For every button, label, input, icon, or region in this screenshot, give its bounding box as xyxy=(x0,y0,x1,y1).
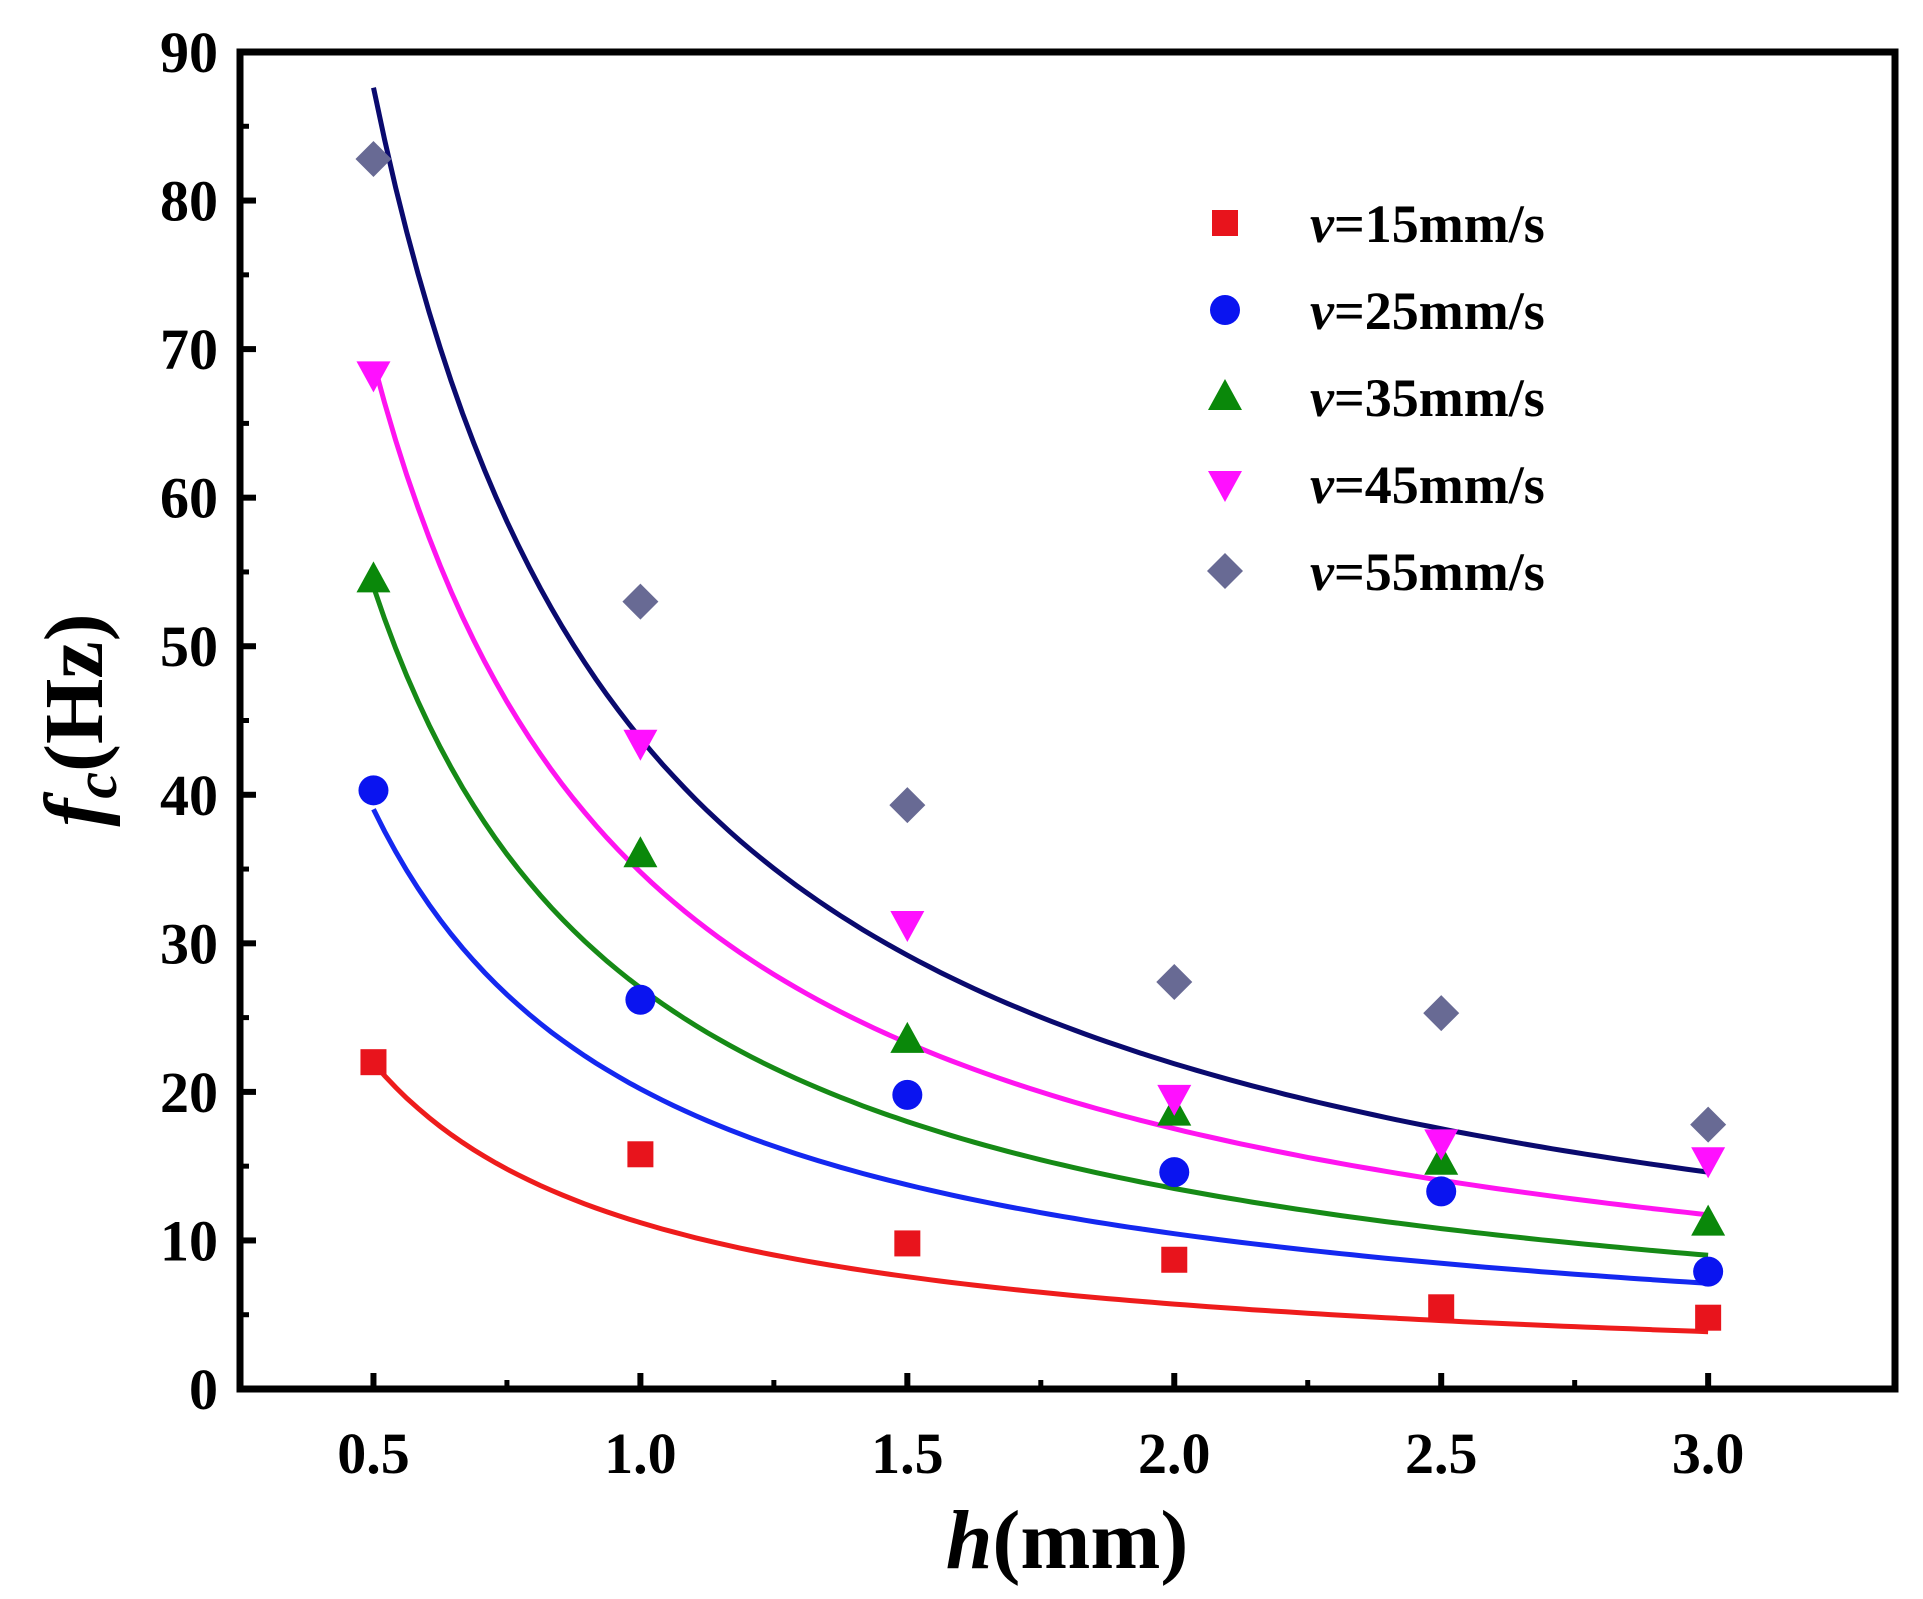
data-point-35 xyxy=(890,1021,925,1053)
y-tick-labels: 0 10 20 30 40 50 60 70 80 90 xyxy=(160,20,218,1422)
legend-var: v xyxy=(1310,368,1335,428)
legend-label: v=55mm/s xyxy=(1310,542,1545,602)
fit-curve-25 xyxy=(371,808,1709,1286)
x-tick-label: 0.5 xyxy=(337,1421,410,1486)
data-point-35 xyxy=(623,836,658,868)
legend-marker xyxy=(1207,553,1243,589)
legend-marker xyxy=(1208,471,1242,502)
data-points xyxy=(355,140,1727,1331)
data-point-15 xyxy=(627,1141,654,1168)
fit-curve-45 xyxy=(371,361,1709,1218)
fit-curve-55 xyxy=(371,87,1709,1175)
data-point-45 xyxy=(1691,1147,1726,1179)
y-tick-label: 50 xyxy=(160,614,218,679)
x-tick-labels: 0.5 1.0 1.5 2.0 2.5 3.0 xyxy=(337,1421,1744,1486)
data-point-55 xyxy=(622,583,659,620)
data-point-45 xyxy=(1424,1129,1459,1161)
legend-marker xyxy=(1208,379,1242,410)
y-axis-unit: (Hz) xyxy=(28,613,121,772)
y-tick-label: 70 xyxy=(160,317,218,382)
y-axis-subscript: c xyxy=(63,772,129,799)
data-point-55 xyxy=(889,787,926,824)
x-tick-label: 1.5 xyxy=(871,1421,944,1486)
data-point-35 xyxy=(1691,1204,1726,1236)
y-tick-label: 10 xyxy=(160,1208,218,1273)
legend-label: v=45mm/s xyxy=(1310,455,1545,515)
legend-label: v=25mm/s xyxy=(1310,281,1545,341)
legend-var: v xyxy=(1310,194,1335,254)
data-point-55 xyxy=(1690,1106,1727,1143)
legend-var: v xyxy=(1310,542,1335,602)
x-axis-var: h xyxy=(946,1494,993,1587)
x-tick-label: 2.0 xyxy=(1138,1421,1211,1486)
legend: v=15mm/sv=25mm/sv=35mm/sv=45mm/sv=55mm/s xyxy=(1207,194,1545,602)
y-tick-label: 90 xyxy=(160,20,218,85)
legend-marker xyxy=(1210,295,1240,325)
y-tick-label: 60 xyxy=(160,466,218,531)
x-tick-label: 3.0 xyxy=(1672,1421,1745,1486)
data-point-55 xyxy=(355,140,392,177)
x-tick-label: 2.5 xyxy=(1405,1421,1478,1486)
data-point-15 xyxy=(894,1230,921,1257)
fit-curves xyxy=(371,87,1709,1335)
y-tick-label: 30 xyxy=(160,911,218,976)
y-axis-title: fc(Hz) xyxy=(28,613,129,826)
x-tick-label: 1.0 xyxy=(604,1421,677,1486)
legend-value: =25mm/s xyxy=(1334,281,1545,341)
data-point-15 xyxy=(1428,1294,1455,1321)
legend-var: v xyxy=(1310,281,1335,341)
data-point-45 xyxy=(890,911,925,943)
x-axis-title: h(mm) xyxy=(946,1494,1189,1587)
legend-marker xyxy=(1212,210,1238,236)
legend-value: =35mm/s xyxy=(1334,368,1545,428)
data-point-45 xyxy=(623,729,658,761)
data-point-25 xyxy=(1426,1176,1457,1207)
y-tick-label: 80 xyxy=(160,169,218,234)
data-point-25 xyxy=(892,1079,923,1110)
plot-frame xyxy=(236,48,1899,1393)
data-point-25 xyxy=(358,775,389,806)
data-point-55 xyxy=(1156,963,1193,1000)
legend-label: v=35mm/s xyxy=(1310,368,1545,428)
fit-curve-15 xyxy=(371,1061,1709,1335)
data-point-15 xyxy=(1161,1246,1188,1273)
data-point-25 xyxy=(1159,1157,1190,1188)
y-tick-label: 20 xyxy=(160,1060,218,1125)
legend-value: =45mm/s xyxy=(1334,455,1545,515)
data-point-15 xyxy=(360,1049,387,1076)
y-tick-label: 0 xyxy=(189,1357,218,1422)
axis-ticks xyxy=(240,49,1712,1392)
legend-var: v xyxy=(1310,455,1335,515)
legend-label: v=15mm/s xyxy=(1310,194,1545,254)
data-point-25 xyxy=(1693,1256,1724,1287)
data-point-55 xyxy=(1423,995,1460,1032)
data-point-15 xyxy=(1695,1304,1722,1331)
legend-value: =55mm/s xyxy=(1334,542,1545,602)
data-point-25 xyxy=(625,984,656,1015)
data-point-45 xyxy=(356,361,391,393)
data-point-35 xyxy=(356,561,391,593)
x-axis-unit: (mm) xyxy=(992,1494,1188,1587)
fit-curve-35 xyxy=(371,585,1709,1258)
legend-value: =15mm/s xyxy=(1334,194,1545,254)
data-point-45 xyxy=(1157,1084,1192,1116)
y-tick-label: 40 xyxy=(160,763,218,828)
